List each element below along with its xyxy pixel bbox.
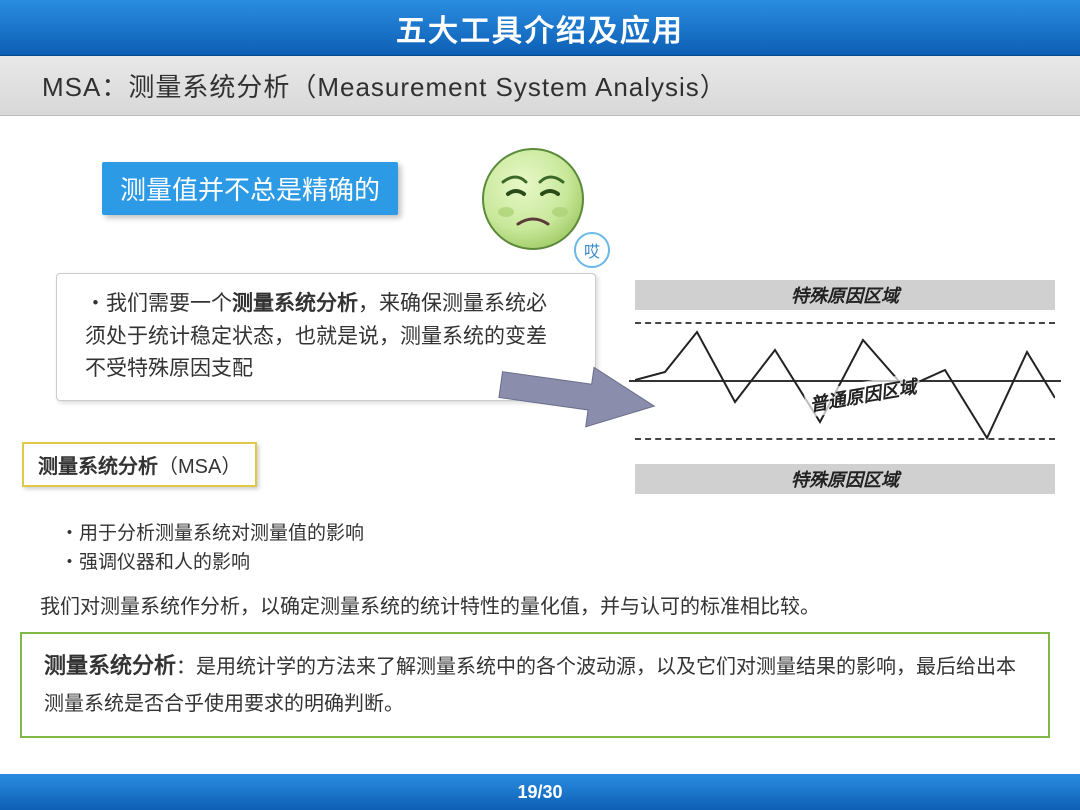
msa-label-rest: （MSA）: [158, 456, 241, 478]
sad-face-icon: [478, 144, 588, 254]
explanation-prefix: ・我们需要一个: [85, 292, 232, 315]
content-area: 测量值并不总是精确的 哎 ・我们需要一个测量系统分析，来确保测量系统必须处于统计…: [0, 116, 1080, 746]
callout-measurement-not-accurate: 测量值并不总是精确的: [102, 162, 398, 215]
msa-label-bold: 测量系统分析: [38, 456, 158, 478]
definition-bold: 测量系统分析: [44, 653, 176, 678]
bullet-list: ・用于分析测量系统对测量值的影响 ・强调仪器和人的影响: [60, 520, 364, 577]
definition-box: 测量系统分析：是用统计学的方法来了解测量系统中的各个波动源，以及它们对测量结果的…: [20, 632, 1050, 738]
footer-bar: 19/30: [0, 774, 1080, 810]
chart-bottom-band: 特殊原因区域: [635, 464, 1055, 494]
speech-bubble: 哎: [574, 232, 610, 268]
bullet-1: ・用于分析测量系统对测量值的影响: [60, 520, 364, 549]
header-title: 五大工具介绍及应用: [396, 6, 684, 50]
paragraph-1: 我们对测量系统作分析，以确定测量系统的统计特性的量化值，并与认可的标准相比较。: [40, 590, 1040, 619]
page-number: 19/30: [517, 782, 562, 803]
bullet-2: ・强调仪器和人的影响: [60, 549, 364, 578]
chart-bottom-dash: [635, 438, 1055, 440]
sub-header-text: MSA：测量系统分析（Measurement System Analysis）: [42, 67, 727, 104]
control-chart: 特殊原因区域 普通原因区域 特殊原因区域: [635, 280, 1055, 495]
msa-label-box: 测量系统分析（MSA）: [22, 442, 257, 487]
explanation-bold: 测量系统分析: [232, 292, 358, 315]
definition-rest: ：是用统计学的方法来了解测量系统中的各个波动源，以及它们对测量结果的影响，最后给…: [44, 656, 1016, 715]
header-bar: 五大工具介绍及应用: [0, 0, 1080, 56]
sub-header: MSA：测量系统分析（Measurement System Analysis）: [0, 56, 1080, 116]
speech-text: 哎: [584, 238, 600, 262]
